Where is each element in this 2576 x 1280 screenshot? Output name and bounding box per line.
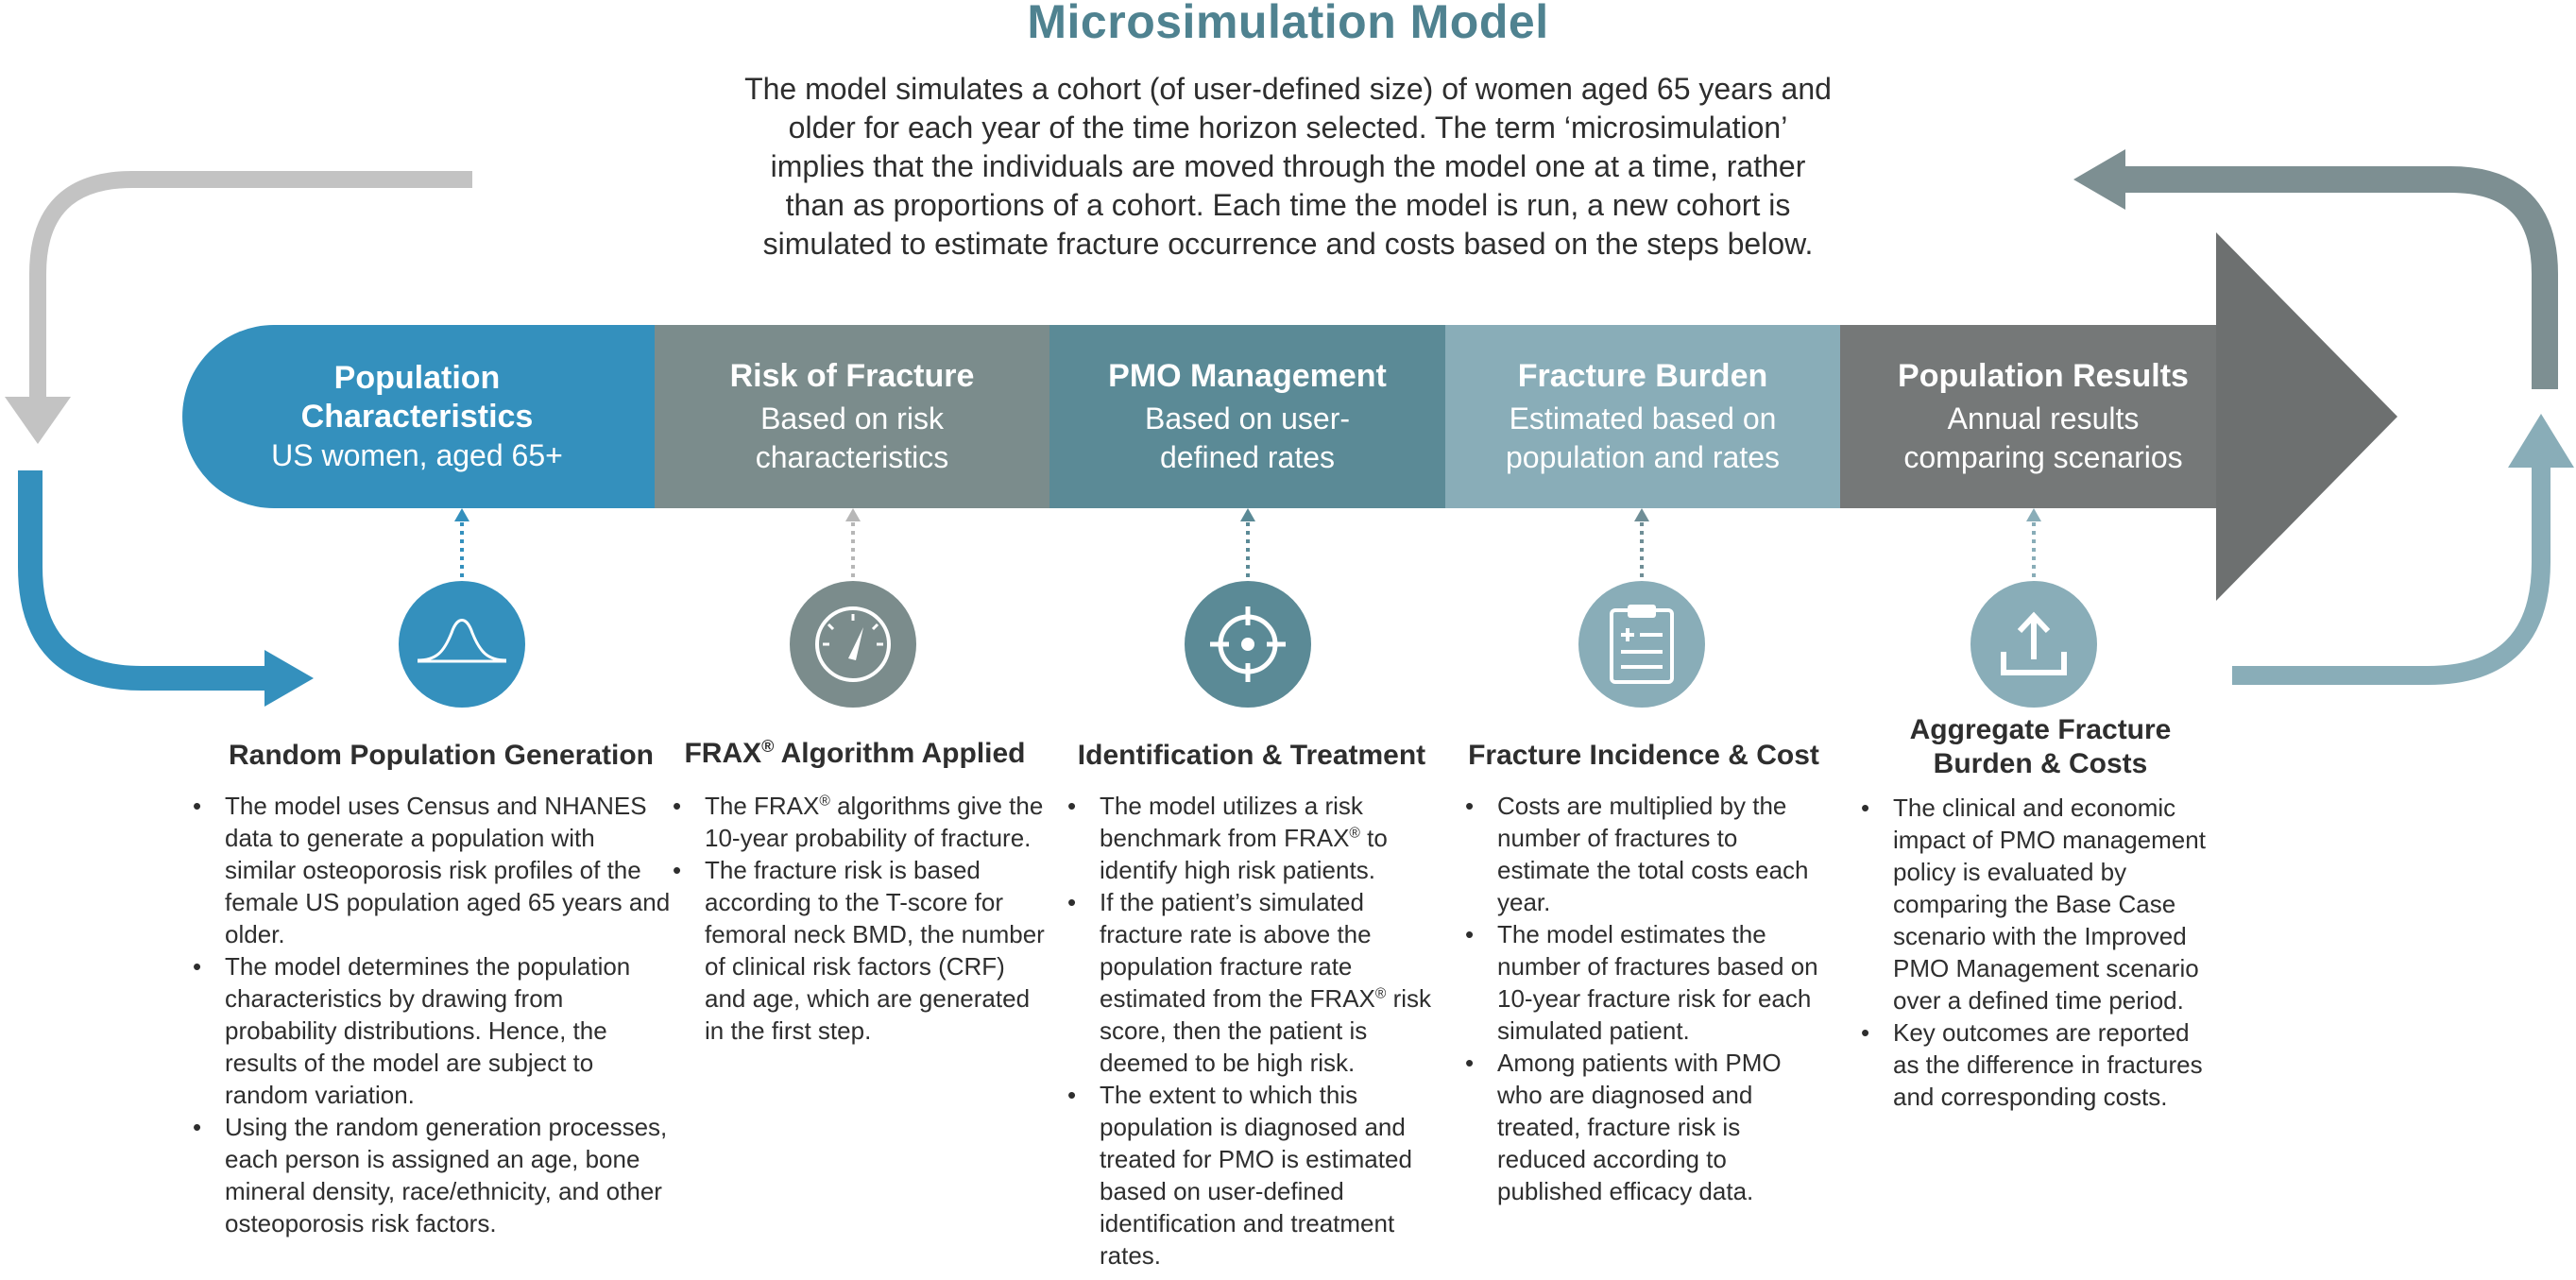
- bell-curve-icon: [399, 581, 525, 708]
- column-list-fracture-incidence-cost: Costs are multiplied by the number of fr…: [1461, 790, 1830, 1207]
- stage-subtitle: Estimated based on: [1509, 401, 1777, 435]
- stage-subtitle: population and rates: [1506, 439, 1780, 474]
- list-item: The model determines the population char…: [189, 950, 671, 1111]
- intro-line: simulated to estimate fracture occurrenc…: [762, 227, 1814, 261]
- heading-text: Algorithm Applied: [774, 738, 1026, 769]
- stage-subtitle: Annual results: [1947, 401, 2140, 435]
- column-heading-random-population-generation: Random Population Generation: [228, 740, 654, 771]
- list-item: Key outcomes are reported as the differe…: [1857, 1016, 2216, 1113]
- stage-title: PMO Management: [1108, 357, 1387, 394]
- stage-title: Risk of Fracture: [729, 357, 975, 394]
- heading-line: Burden & Costs: [1933, 748, 2148, 779]
- gauge-icon: [790, 581, 916, 708]
- intro-line: than as proportions of a cohort. Each ti…: [785, 188, 1791, 222]
- list-item: If the patient’s simulated fracture rate…: [1064, 886, 1446, 1079]
- crosshair-target-icon: [1185, 581, 1311, 708]
- column-heading-aggregate-fracture-burden: Aggregate Fracture Burden & Costs: [1851, 713, 2229, 781]
- connector-2: [845, 508, 861, 586]
- intro-line: implies that the individuals are moved t…: [770, 149, 1806, 183]
- clipboard-icon: [1578, 581, 1705, 708]
- loop-arrow-left-bottom: [18, 470, 314, 707]
- stage-pmo-management: PMO Management Based on user- defined ra…: [1049, 325, 1445, 508]
- heading-text: FRAX: [684, 738, 762, 769]
- column-heading-identification-treatment: Identification & Treatment: [1077, 740, 1426, 771]
- stage-subtitle: US women, aged 65+: [271, 437, 563, 472]
- intro-line: The model simulates a cohort (of user-de…: [744, 72, 1832, 106]
- column-list-random-population-generation: The model uses Census and NHANES data to…: [189, 790, 671, 1239]
- connector-5: [2026, 508, 2041, 586]
- stage-population-characteristics: Population Characteristics US women, age…: [179, 325, 655, 508]
- connector-3: [1240, 508, 1255, 586]
- stage-title: Population: [333, 359, 501, 396]
- stage-population-results: Population Results Annual results compar…: [1840, 325, 2246, 508]
- stage-subtitle: Based on user-: [1144, 401, 1350, 435]
- list-item: Using the random generation processes, e…: [189, 1111, 671, 1239]
- stage-subtitle: Based on risk: [760, 401, 944, 435]
- list-item: Among patients with PMO who are diagnose…: [1461, 1047, 1830, 1207]
- intro-line: older for each year of the time horizon …: [788, 111, 1788, 145]
- process-arrow: [182, 232, 2397, 601]
- registered-mark: ®: [761, 737, 775, 756]
- list-item: The FRAX® algorithms give the 10-year pr…: [669, 790, 1047, 854]
- list-item: The model utilizes a risk benchmark from…: [1064, 790, 1446, 886]
- upload-icon: [1970, 581, 2097, 708]
- stage-fracture-burden: Fracture Burden Estimated based on popul…: [1445, 325, 1840, 508]
- column-list-aggregate-fracture-burden: The clinical and economic impact of PMO …: [1857, 792, 2216, 1113]
- list-item: The fracture risk is based according to …: [669, 854, 1047, 1047]
- loop-arrow-left-top: [5, 171, 472, 444]
- connector-4: [1634, 508, 1649, 586]
- stage-risk-of-fracture: Risk of Fracture Based on risk character…: [655, 325, 1049, 508]
- stage-subtitle: defined rates: [1159, 439, 1335, 474]
- list-item: Costs are multiplied by the number of fr…: [1461, 790, 1830, 918]
- loop-arrow-right-top: [2073, 149, 2558, 389]
- intro-paragraph: The model simulates a cohort (of user-de…: [614, 70, 1962, 264]
- column-list-identification-treatment: The model utilizes a risk benchmark from…: [1064, 790, 1446, 1271]
- connector-1: [454, 508, 469, 586]
- heading-line: Aggregate Fracture: [1909, 714, 2172, 745]
- page-title: Microsimulation Model: [1027, 0, 1549, 48]
- list-item: The model estimates the number of fractu…: [1461, 918, 1830, 1047]
- stage-title: Population Results: [1898, 357, 2189, 394]
- stage-title: Fracture Burden: [1517, 357, 1768, 394]
- stage-subtitle: comparing scenarios: [1903, 439, 2183, 474]
- column-heading-fracture-incidence-cost: Fracture Incidence & Cost: [1468, 740, 1819, 771]
- list-item: The clinical and economic impact of PMO …: [1857, 792, 2216, 1016]
- stage-title: Characteristics: [300, 398, 534, 435]
- stage-subtitle: characteristics: [755, 439, 949, 474]
- loop-arrow-right-bottom: [2232, 414, 2574, 685]
- column-heading-frax-algorithm: FRAX® Algorithm Applied: [661, 737, 1049, 771]
- list-item: The model uses Census and NHANES data to…: [189, 790, 671, 950]
- column-list-frax-algorithm: The FRAX® algorithms give the 10-year pr…: [669, 790, 1047, 1047]
- list-item: The extent to which this population is d…: [1064, 1079, 1446, 1271]
